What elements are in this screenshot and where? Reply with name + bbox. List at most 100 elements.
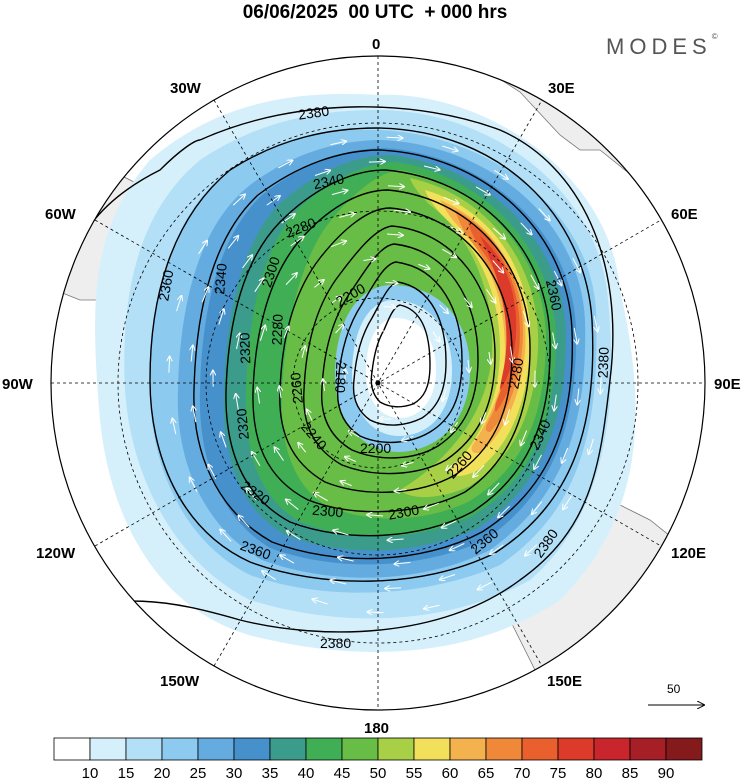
colorbar-tick-label: 65 — [478, 765, 495, 782]
wind-vector-arrow — [490, 544, 504, 554]
colorbar-swatch — [269, 737, 307, 761]
wind-vector-arrow — [520, 222, 532, 235]
wind-vector-arrow — [283, 327, 288, 338]
wind-vector-arrow — [339, 213, 355, 218]
brand-logo: MODES© — [606, 32, 718, 60]
wind-vector-arrow — [388, 539, 404, 540]
lon-label-120w: 120W — [36, 545, 76, 562]
wind-vector-arrow — [246, 488, 257, 501]
wind-vector-arrow — [505, 409, 511, 424]
wind-vector-arrow — [424, 605, 440, 609]
wind-vector-arrow — [286, 500, 299, 510]
wind-vector-arrow — [424, 502, 439, 509]
colorbar-swatch — [53, 737, 91, 761]
contour-label: 2200 — [360, 440, 391, 456]
lon-label-120e: 120E — [671, 545, 706, 562]
wind-vector-arrow — [394, 210, 410, 212]
wind-vector-arrow — [331, 190, 348, 196]
wind-vector-arrow — [333, 530, 349, 536]
lon-label-90e: 90E — [714, 376, 741, 393]
wind-vector-arrow — [402, 435, 414, 440]
reference-vector-label: 50 — [667, 682, 681, 696]
wind-vector-arrow — [562, 447, 569, 463]
colorbar-swatch — [521, 737, 559, 761]
wind-vector-arrow — [252, 452, 261, 466]
wind-vector-arrow — [367, 515, 384, 516]
contour-label: 2380 — [595, 347, 612, 379]
wind-vector-arrow — [387, 186, 404, 187]
wind-vector-arrow — [242, 255, 253, 269]
wind-vector-arrow — [302, 346, 305, 359]
meridian-30 — [213, 99, 543, 667]
wind-vector-arrow — [218, 309, 224, 325]
wind-vector-arrow — [553, 270, 561, 285]
lon-label-60w: 60W — [45, 206, 77, 223]
wind-vector-arrow — [238, 516, 250, 528]
wind-vector-arrow — [277, 161, 292, 169]
colorbar-swatch — [305, 737, 343, 761]
wind-vector-arrow — [402, 462, 414, 465]
wind-vector-arrow — [335, 324, 344, 334]
wind-vector-arrow — [442, 145, 457, 151]
wind-vector-arrow — [169, 357, 170, 373]
colorbar-tick-label: 50 — [370, 765, 387, 782]
colorbar-swatch — [629, 737, 667, 761]
wind-vector-arrow — [492, 260, 504, 273]
contour-2260 — [303, 225, 496, 475]
wind-vector-arrow — [281, 214, 295, 224]
contour-label: 2360 — [543, 278, 565, 312]
wind-vector-arrow — [386, 137, 403, 138]
contour-2280 — [279, 207, 513, 493]
wind-vector-arrow — [201, 287, 208, 303]
wind-vector-arrow — [443, 389, 447, 401]
contour-label: 2280 — [505, 356, 526, 390]
meridian-120 — [94, 219, 662, 547]
map-disk-content — [51, 56, 705, 710]
wind-vector-arrow — [314, 493, 328, 502]
wind-vector-arrow — [395, 490, 407, 492]
colorbar-tick-label: 60 — [442, 765, 459, 782]
wind-vector-arrow — [307, 410, 313, 421]
wind-vector-arrow — [521, 430, 528, 446]
wind-vector-arrow — [285, 273, 297, 286]
wind-vector-arrow — [439, 304, 449, 313]
chart-title: 06/06/2025 00 UTC + 000 hrs — [242, 2, 508, 23]
wind-vector-arrow — [385, 588, 402, 589]
reference-vector: 50 — [648, 682, 704, 705]
contour-2180 — [370, 304, 431, 408]
contour-2240 — [321, 243, 479, 459]
wind-vector-arrow — [254, 278, 264, 293]
colorbar-tick-label: 90 — [658, 765, 675, 782]
wind-vector-arrow — [534, 454, 542, 469]
lon-label-30e: 30E — [548, 80, 575, 97]
colorbar-tick-label: 85 — [622, 765, 639, 782]
wind-vector-arrow — [577, 388, 579, 405]
longitude-labels: 0 30E 60E 90E 120E 150E 180 150W 120W 90… — [2, 36, 741, 737]
lon-label-0: 0 — [372, 36, 380, 53]
wind-vector-arrow — [532, 501, 543, 514]
colorbar-tick-label: 55 — [406, 765, 423, 782]
colorbar-tick-label: 75 — [550, 765, 567, 782]
contour-label: 2380 — [297, 102, 330, 122]
colorbar-swatch — [161, 737, 199, 761]
contour-label: 2300 — [387, 501, 421, 522]
colorbar-swatch — [125, 737, 163, 761]
colorbar-swatch — [197, 737, 235, 761]
colorbar-swatch — [593, 737, 631, 761]
wind-vector-arrow — [395, 562, 411, 564]
wind-vector-arrow — [275, 447, 284, 461]
colorbar-swatch — [341, 737, 379, 761]
wind-vector-arrow — [349, 431, 360, 438]
wind-vector-arrow — [312, 599, 328, 605]
contour-label: 2380 — [320, 635, 351, 651]
contour-label: 2360 — [155, 268, 176, 302]
wind-vector-arrow — [368, 612, 384, 613]
wind-vectors — [169, 137, 601, 612]
wind-vector-arrow — [331, 241, 346, 248]
wind-vector-arrow — [478, 581, 493, 589]
wind-vector-arrow — [486, 289, 496, 302]
brand-name: MODES — [606, 34, 712, 59]
wind-vector-arrow — [257, 388, 259, 404]
wind-vector-arrow — [172, 419, 175, 435]
